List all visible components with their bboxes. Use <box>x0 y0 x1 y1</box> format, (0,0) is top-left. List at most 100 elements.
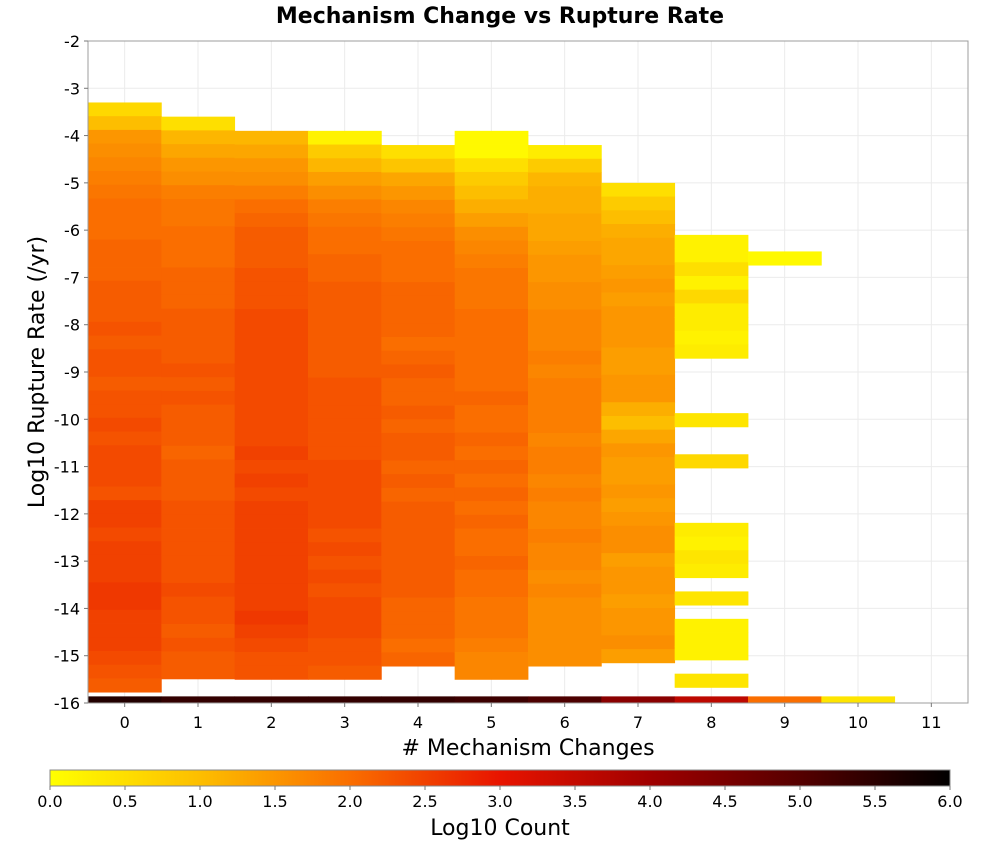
heatmap-cell <box>88 664 162 679</box>
colorbar-ticks: 0.0 0.5 1.0 1.5 2.0 2.5 3.0 3.5 4.0 4.5 5.0 5.5 6.0 <box>37 786 963 811</box>
heatmap-cell <box>674 618 749 633</box>
heatmap-cell <box>528 515 602 530</box>
heatmap-cell <box>674 550 749 565</box>
heatmap-cell <box>454 130 529 145</box>
heatmap-cell <box>161 651 236 666</box>
heatmap-cell <box>528 556 602 571</box>
heatmap-cell <box>234 254 309 269</box>
y-tick-label: -7 <box>64 268 80 287</box>
heatmap-cell <box>601 182 676 197</box>
heatmap-cell <box>381 405 456 420</box>
heatmap-cells <box>88 102 896 703</box>
heatmap-cell <box>601 402 676 417</box>
heatmap-cell <box>161 390 236 406</box>
chart-title: Mechanism Change vs Rupture Rate <box>276 4 724 29</box>
heatmap-cell <box>161 432 236 447</box>
heatmap-cell <box>234 651 309 667</box>
heatmap-cell <box>161 404 236 419</box>
heatmap-cell <box>454 446 529 461</box>
heatmap-cell <box>454 213 529 228</box>
heatmap-cell <box>381 570 456 585</box>
heatmap-cell <box>308 391 382 406</box>
heatmap-cell <box>601 292 676 307</box>
heatmap-cell <box>601 265 676 280</box>
heatmap-cell <box>234 171 309 187</box>
colorbar-tick-label: 3.0 <box>487 792 512 811</box>
heatmap-cell <box>601 223 676 239</box>
y-tick-label: -3 <box>64 79 80 98</box>
heatmap-cell <box>528 199 602 214</box>
heatmap-cell <box>234 144 309 159</box>
heatmap-cell <box>454 350 529 365</box>
heatmap-cell <box>454 158 529 173</box>
heatmap-cell <box>88 623 162 638</box>
heatmap-cell <box>161 171 236 186</box>
heatmap-cell <box>308 651 382 667</box>
heatmap-cell <box>308 281 382 296</box>
heatmap-cell <box>308 254 382 269</box>
heatmap-cell <box>88 280 162 295</box>
heatmap-cell <box>234 295 309 310</box>
heatmap-cell <box>528 528 602 544</box>
heatmap-cell <box>234 597 309 612</box>
heatmap-cell <box>308 377 382 392</box>
heatmap-cell <box>308 583 382 598</box>
heatmap-cell <box>234 569 309 584</box>
heatmap-cell <box>308 555 382 571</box>
y-tick-label: -12 <box>54 505 80 524</box>
heatmap-cell <box>601 553 676 568</box>
heatmap-cell <box>161 322 236 337</box>
x-tick-label: 3 <box>340 713 350 732</box>
heatmap-cell <box>454 501 529 516</box>
heatmap-cell <box>454 309 529 324</box>
colorbar-label: Log10 Count <box>430 816 570 841</box>
heatmap-cell <box>161 185 236 200</box>
colorbar-tick-label: 5.5 <box>862 792 887 811</box>
heatmap-cell <box>381 145 456 160</box>
heatmap-cell <box>528 487 602 502</box>
heatmap-cell <box>88 445 162 460</box>
heatmap-cell <box>601 457 676 472</box>
heatmap-cell <box>234 501 309 516</box>
heatmap-cell <box>601 374 676 389</box>
heatmap-cell <box>528 145 602 160</box>
y-tick-label: -14 <box>54 599 80 618</box>
heatmap-cell <box>601 594 676 609</box>
x-tick-label: 4 <box>413 713 423 732</box>
heatmap-cell <box>528 419 602 434</box>
heatmap-cell <box>234 473 309 488</box>
heatmap-cell <box>381 515 456 530</box>
heatmap-cell <box>454 295 529 310</box>
x-tick-label: 0 <box>120 713 130 732</box>
heatmap-cell <box>381 337 456 352</box>
heatmap-cell <box>528 474 602 489</box>
colorbar-tick-label: 4.5 <box>712 792 737 811</box>
heatmap-cell <box>601 429 676 444</box>
heatmap-cell <box>308 336 382 351</box>
heatmap-cell <box>528 583 602 598</box>
x-tick-label: 2 <box>266 713 276 732</box>
heatmap-cell <box>88 171 162 186</box>
colorbar-tick-label: 6.0 <box>937 792 962 811</box>
heatmap-cell <box>454 624 529 639</box>
heatmap-cell <box>454 418 529 433</box>
heatmap-cell <box>528 268 602 283</box>
heatmap-cell-bottom <box>234 696 309 703</box>
heatmap-cell <box>234 158 309 173</box>
heatmap-cell <box>234 267 309 283</box>
heatmap-cell <box>308 542 382 557</box>
heatmap-cell <box>308 610 382 625</box>
heatmap-cell <box>308 130 382 145</box>
heatmap-cell <box>88 513 162 528</box>
heatmap-cell <box>674 646 749 661</box>
heatmap-cell <box>161 555 236 570</box>
heatmap-cell <box>308 487 382 502</box>
heatmap-cell <box>674 248 749 263</box>
heatmap-cell <box>234 487 309 502</box>
heatmap-cell <box>161 253 236 268</box>
heatmap-cell <box>528 364 602 379</box>
heatmap-cell <box>381 350 456 365</box>
heatmap-cell <box>161 528 236 543</box>
heatmap-cell <box>601 580 676 595</box>
